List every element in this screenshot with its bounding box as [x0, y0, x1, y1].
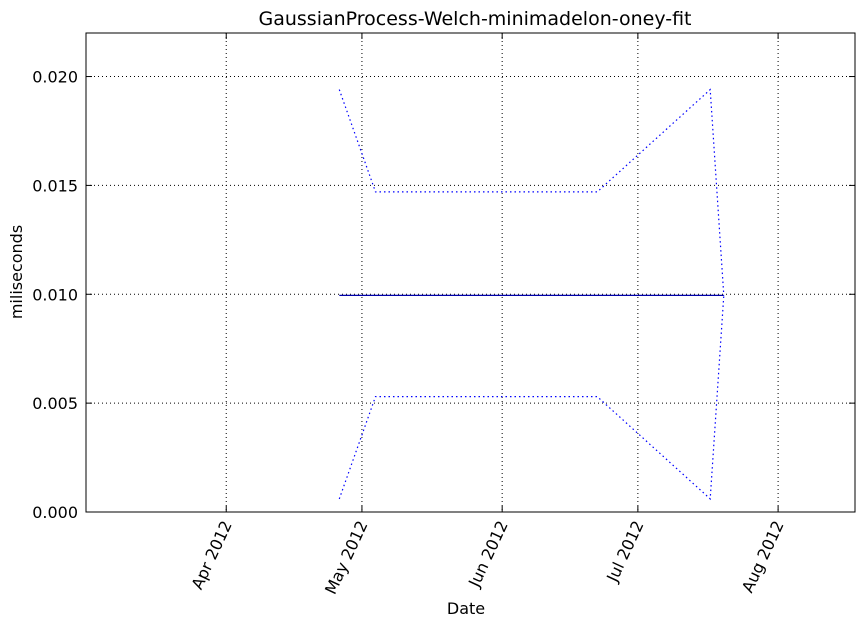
- y-tick-label: 0.015: [32, 176, 78, 195]
- x-tick-label: Aug 2012: [738, 518, 788, 596]
- y-tick-label: 0.000: [32, 503, 78, 522]
- chart-title: GaussianProcess-Welch-minimadelon-oney-f…: [258, 8, 691, 30]
- x-tick-label: Jul 2012: [602, 518, 647, 586]
- series-line-upper-bound: [338, 88, 725, 296]
- y-tick-label: 0.020: [32, 68, 78, 87]
- series-group: [338, 88, 725, 501]
- series-line-lower-bound: [338, 295, 725, 501]
- y-axis-ticks: 0.000 0.005 0.010 0.015 0.020: [32, 68, 855, 522]
- x-tick-label: Jun 2012: [464, 518, 512, 591]
- x-tick-label: Apr 2012: [188, 518, 236, 593]
- y-axis-label: miliseconds: [7, 225, 26, 319]
- y-tick-label: 0.010: [32, 285, 78, 304]
- x-axis-ticks: Apr 2012 May 2012 Jun 2012 Jul 2012 Aug 2012: [188, 33, 788, 597]
- x-tick-label: May 2012: [321, 518, 372, 598]
- x-axis-label: Date: [447, 599, 485, 618]
- plot-frame: [85, 32, 856, 513]
- grid-lines: [86, 33, 855, 513]
- y-tick-label: 0.005: [32, 394, 78, 413]
